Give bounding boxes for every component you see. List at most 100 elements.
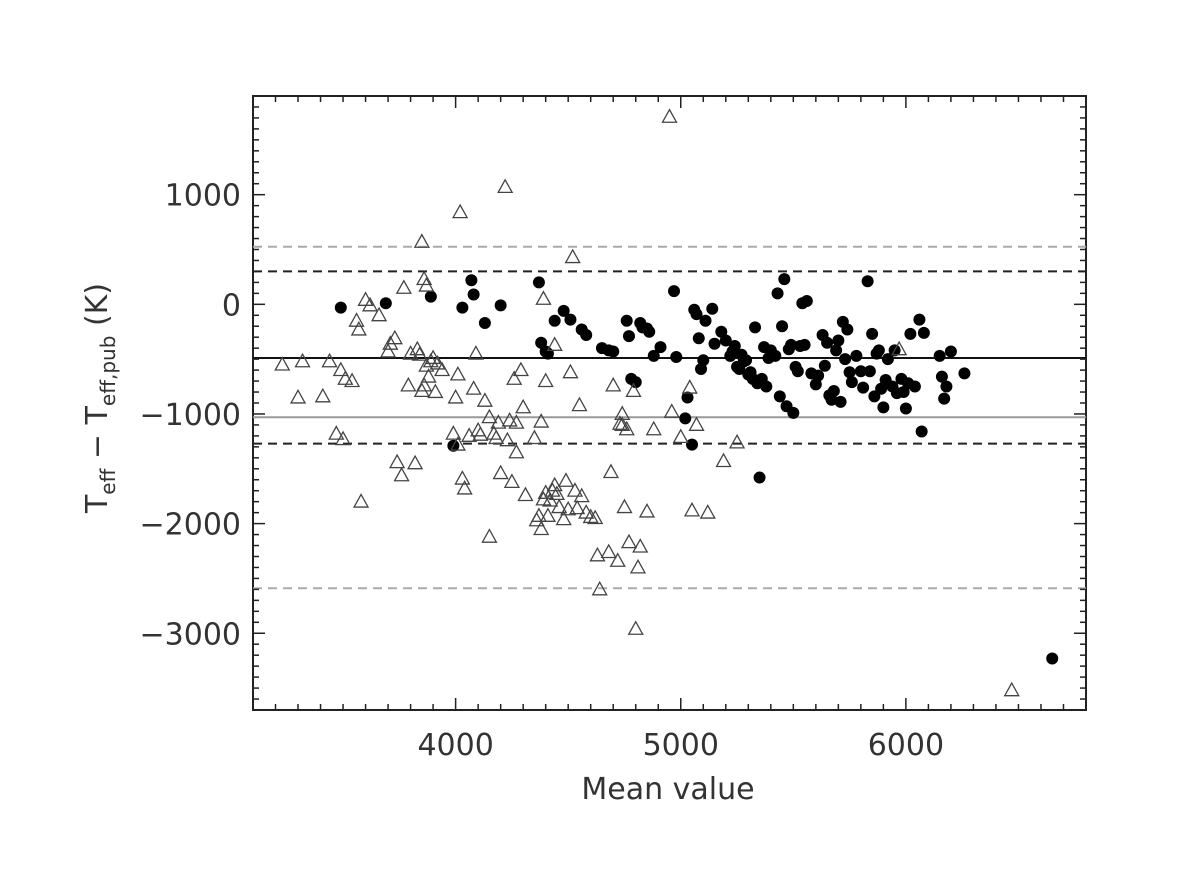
y-tick-label: −1000 bbox=[140, 398, 241, 433]
filled-circle-point bbox=[843, 366, 856, 379]
filled-circle-point bbox=[769, 349, 782, 362]
open-triangle-point bbox=[728, 433, 746, 449]
open-triangle-point bbox=[625, 382, 642, 397]
open-triangle-point bbox=[350, 321, 367, 336]
x-axis-title: Mean value bbox=[581, 772, 754, 807]
filled-circle-point bbox=[776, 320, 789, 333]
filled-circle-point bbox=[940, 380, 953, 393]
open-triangle-point bbox=[501, 412, 518, 427]
filled-circle-point bbox=[456, 301, 469, 314]
open-triangle-point bbox=[467, 345, 484, 360]
filled-circle-point bbox=[622, 330, 635, 343]
filled-circle-point bbox=[872, 344, 885, 357]
open-triangle-point bbox=[1003, 681, 1020, 697]
filled-circle-point bbox=[467, 288, 480, 301]
open-triangle-point bbox=[343, 372, 361, 388]
open-triangle-point bbox=[449, 436, 466, 451]
open-triangle-point bbox=[447, 388, 464, 404]
filled-circle-point bbox=[933, 349, 946, 362]
filled-circle-point bbox=[670, 350, 683, 363]
filled-circle-point bbox=[686, 438, 699, 451]
y-title-main2: T bbox=[80, 405, 115, 425]
open-triangle-point bbox=[537, 484, 554, 499]
open-triangle-point bbox=[699, 504, 716, 519]
filled-circle-point bbox=[827, 384, 840, 397]
open-triangle-point bbox=[616, 498, 633, 514]
open-triangle-point bbox=[688, 416, 705, 431]
open-triangle-point bbox=[632, 538, 649, 553]
open-triangle-point bbox=[409, 340, 426, 356]
open-triangle-point bbox=[337, 370, 354, 385]
reference-lines bbox=[253, 245, 1086, 590]
filled-circle-point bbox=[877, 401, 890, 414]
open-triangle-point bbox=[891, 340, 908, 356]
filled-circle-point bbox=[787, 406, 800, 419]
filled-circle-point bbox=[904, 327, 917, 340]
filled-circle-point bbox=[548, 314, 561, 327]
filled-circle-point bbox=[830, 344, 843, 357]
open-triangle-point bbox=[492, 464, 509, 480]
open-triangle-point bbox=[530, 507, 548, 522]
filled-circle-point bbox=[753, 471, 766, 484]
filled-circle-point bbox=[706, 302, 719, 315]
filled-circle-point bbox=[866, 327, 879, 340]
filled-circle-point bbox=[681, 391, 694, 404]
open-triangle-point bbox=[461, 427, 478, 442]
open-triangle-point bbox=[645, 420, 662, 436]
filled-circle-point bbox=[708, 337, 721, 350]
open-triangle-point bbox=[470, 421, 487, 437]
filled-circle-point bbox=[899, 402, 912, 415]
open-triangle-point bbox=[638, 503, 656, 518]
filled-circle-point bbox=[690, 308, 703, 321]
open-triangle-point bbox=[370, 306, 388, 322]
filled-circle-point bbox=[557, 304, 570, 317]
filled-circle-point bbox=[821, 336, 834, 349]
open-triangle-point bbox=[456, 479, 473, 495]
filled-circle-point bbox=[938, 392, 951, 405]
tick-labels: 4000 5000 6000 −3000 −2000 −1000 0 1000 bbox=[140, 179, 945, 763]
y-tick-label: −3000 bbox=[140, 617, 241, 652]
filled-circle-point bbox=[913, 313, 926, 326]
x-tick-label: 4000 bbox=[417, 728, 493, 763]
open-triangle-point bbox=[415, 270, 433, 286]
open-triangle-point bbox=[533, 520, 550, 536]
filled-circle-point bbox=[773, 390, 786, 403]
open-triangle-point bbox=[573, 487, 590, 503]
filled-circle-point bbox=[478, 316, 491, 329]
filled-circle-point bbox=[580, 329, 593, 342]
open-triangle-point bbox=[508, 414, 525, 429]
open-triangle-point bbox=[406, 454, 424, 470]
filled-circle-point bbox=[643, 325, 656, 338]
filled-circle-point bbox=[834, 395, 847, 408]
filled-circle-point bbox=[465, 274, 478, 287]
open-triangle-point bbox=[449, 365, 466, 381]
filled-circle-point bbox=[1046, 652, 1059, 665]
y-title-unit: (K) bbox=[80, 283, 115, 336]
x-tick-label: 5000 bbox=[643, 728, 719, 763]
filled-circle-point bbox=[679, 412, 692, 425]
open-triangle-point bbox=[591, 580, 608, 596]
filled-circle-point bbox=[778, 273, 791, 286]
open-triangle-point bbox=[562, 363, 579, 379]
filled-circle-point bbox=[958, 367, 971, 380]
filled-circle-point bbox=[915, 425, 928, 438]
filled-circle-point bbox=[832, 334, 845, 347]
filled-circle-point bbox=[668, 285, 681, 298]
filled-circle-point bbox=[845, 376, 858, 389]
filled-circle-point bbox=[740, 354, 753, 367]
y-tick-label: 1000 bbox=[165, 179, 241, 214]
open-triangle-point bbox=[454, 470, 471, 485]
open-triangle-point bbox=[429, 354, 446, 370]
filled-circle-point bbox=[863, 365, 876, 378]
open-triangle-point bbox=[420, 368, 437, 383]
open-triangle-point bbox=[560, 500, 577, 516]
open-triangle-point bbox=[681, 379, 698, 394]
filled-circle-point bbox=[379, 297, 392, 310]
open-triangle-point bbox=[627, 620, 644, 635]
open-triangle-point bbox=[499, 431, 516, 447]
open-triangle-point bbox=[294, 352, 311, 368]
y-title-main: T bbox=[80, 494, 115, 514]
open-triangle-point bbox=[537, 372, 554, 388]
open-triangle-point bbox=[663, 403, 680, 418]
